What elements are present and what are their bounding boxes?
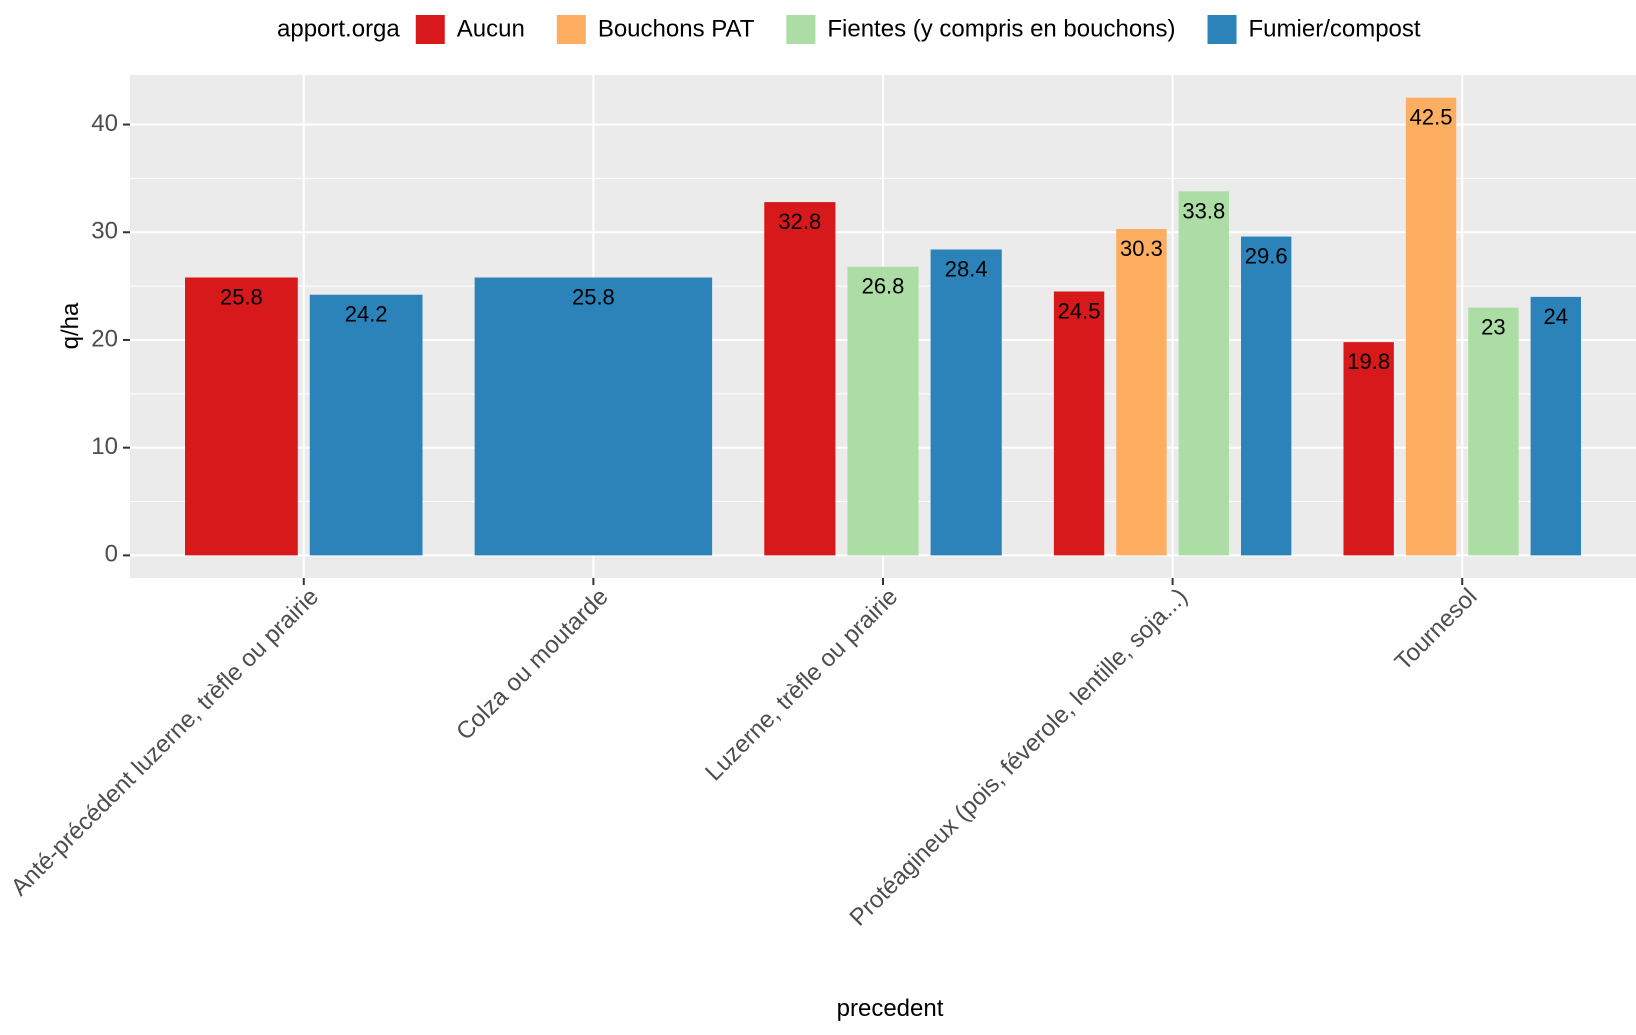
data-label: 30.3 — [1120, 236, 1163, 261]
x-tick-label: Protéagineux (pois, féverole, lentille, … — [845, 583, 1193, 931]
legend-label: Fumier/compost — [1249, 15, 1421, 42]
data-labels: 25.8 24.2 25.8 32.8 26.8 28.4 24.5 30.3 33.8 29.6… — [220, 105, 1568, 374]
data-label: 24 — [1544, 304, 1568, 329]
bar-bouchons-pat — [1405, 97, 1457, 556]
y-tick-label: 20 — [91, 325, 118, 352]
legend-title: apport.orga — [277, 15, 400, 42]
x-tick-label: Tournesol — [1390, 583, 1483, 676]
y-axis-title: q/ha — [57, 302, 84, 349]
x-axis-title: precedent — [837, 995, 944, 1022]
x-tick-label: Colza ou moutarde — [451, 583, 613, 745]
data-label: 19.8 — [1347, 349, 1390, 374]
x-axis: Anté-précédent luzerne, trèfle ou prairi… — [6, 578, 1483, 931]
y-axis: 0 10 20 30 40 — [91, 110, 130, 568]
y-tick-label: 30 — [91, 218, 118, 245]
legend-label: Aucun — [457, 15, 525, 42]
bar-fientes-y-compris-en-bouchons — [1178, 191, 1229, 556]
bar-bouchons-pat — [1116, 229, 1167, 556]
legend-key-bouchons-pat — [556, 15, 586, 44]
x-tick-label: Anté-précédent luzerne, trèfle ou prairi… — [6, 583, 324, 901]
legend-key-fientes-y-compris-en-bouchons — [786, 15, 816, 44]
data-label: 26.8 — [862, 274, 905, 299]
data-label: 28.4 — [945, 256, 988, 281]
legend-key-aucun — [415, 15, 445, 44]
legend-label: Fientes (y compris en bouchons) — [827, 15, 1175, 42]
x-tick-label: Luzerne, trèfle ou prairie — [700, 583, 903, 786]
data-label: 33.8 — [1182, 198, 1225, 223]
bar-fumier-compost — [1530, 296, 1581, 556]
y-tick-label: 40 — [91, 110, 118, 137]
bar-fumier-compost — [474, 277, 713, 556]
bar-aucun — [1053, 291, 1105, 556]
bars — [185, 97, 1581, 556]
y-tick-label: 0 — [105, 541, 118, 568]
legend-label: Bouchons PAT — [598, 15, 755, 42]
data-label: 24.5 — [1058, 298, 1101, 323]
legend-key-fumier-compost — [1207, 15, 1237, 44]
data-label: 29.6 — [1245, 244, 1288, 269]
data-label: 25.8 — [220, 284, 263, 309]
bar-fumier-compost — [930, 249, 1002, 556]
legend: apport.orga Aucun Bouchons PAT Fientes (y … — [277, 15, 1421, 44]
bar-aucun — [764, 202, 836, 556]
data-label: 32.8 — [778, 209, 821, 234]
bar-aucun — [1343, 342, 1394, 556]
data-label: 24.2 — [345, 302, 388, 327]
data-label: 23 — [1481, 315, 1505, 340]
bar-fientes-y-compris-en-bouchons — [847, 266, 919, 556]
bar-fientes-y-compris-en-bouchons — [1468, 307, 1519, 556]
bar-aucun — [185, 277, 298, 556]
y-tick-label: 10 — [91, 433, 118, 460]
data-label: 42.5 — [1410, 105, 1453, 130]
bar-fumier-compost — [1240, 236, 1292, 556]
data-label: 25.8 — [572, 284, 615, 309]
bar-fumier-compost — [309, 294, 423, 556]
